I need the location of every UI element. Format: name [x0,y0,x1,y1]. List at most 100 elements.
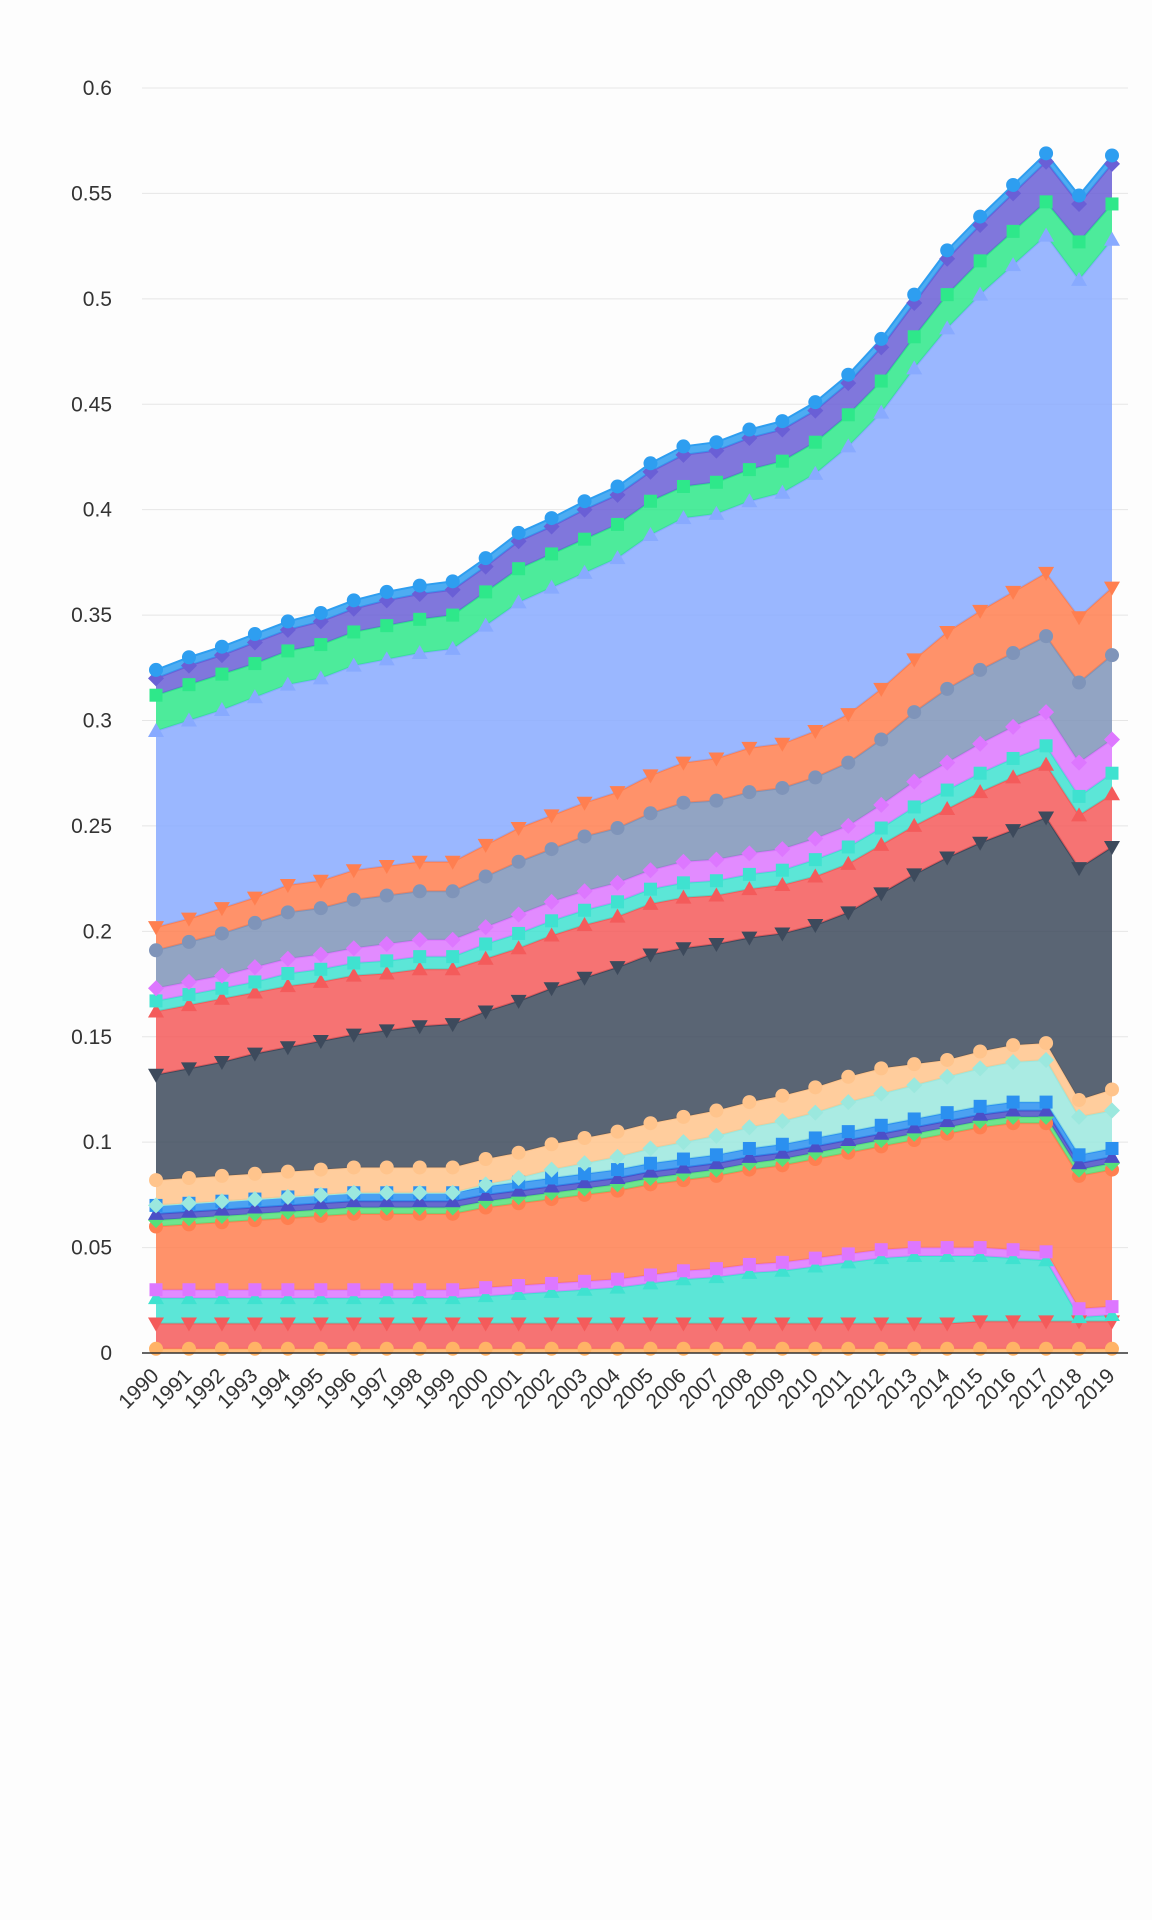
data-point [246,689,263,704]
data-point [246,891,263,906]
data-point [512,1279,526,1293]
data-point [1005,824,1022,839]
data-point [578,1274,592,1288]
series-area [156,1321,1112,1349]
data-point [676,439,691,454]
data-point [774,876,791,891]
data-point [1039,1245,1053,1259]
data-point [380,1283,394,1297]
data-point [312,946,329,963]
data-point [741,845,758,862]
data-point [279,950,296,967]
data-point [512,926,526,940]
data-point [148,1068,164,1083]
data-point [510,994,527,1009]
data-point [347,625,361,639]
data-point [279,1290,296,1305]
data-point [675,1159,692,1174]
data-point [610,1124,625,1139]
data-point [841,367,856,382]
data-point [313,1162,328,1177]
data-point [1072,1302,1086,1316]
data-point [1006,1095,1020,1109]
data-point [182,988,196,1002]
data-point [1039,1095,1053,1109]
data-point [642,769,659,784]
data-point [774,927,791,942]
data-point [1039,1036,1054,1051]
data-point [543,579,560,594]
series-area [156,235,1112,928]
data-point [346,1160,361,1175]
data-point [1038,1315,1055,1330]
data-point [873,836,890,851]
data-point [479,937,493,951]
data-point [379,584,394,599]
series-area [156,1110,1112,1221]
data-point [478,869,493,884]
data-point [642,895,659,910]
data-point [873,1085,890,1102]
data-point [1105,648,1119,663]
data-point [577,829,592,844]
data-point [774,1113,791,1130]
data-point [180,1290,197,1305]
data-point [543,893,560,910]
data-point [544,842,559,857]
data-point [180,912,197,927]
data-point [1005,718,1022,735]
data-point [1072,675,1087,690]
data-point [576,1281,593,1296]
data-point [708,1269,725,1284]
data-point [807,465,824,480]
data-point [1104,1148,1120,1163]
data-point [181,934,196,949]
data-point [411,1317,428,1332]
data-point [675,1317,692,1332]
data-point [1006,1243,1020,1257]
data-point [973,1044,988,1059]
data-point [676,795,691,810]
data-point [215,981,229,995]
data-point [281,967,295,980]
data-point [180,712,197,727]
data-point [775,1088,790,1103]
data-point [973,1099,987,1113]
data-point [576,796,593,811]
data-point [1072,789,1086,803]
data-point [741,741,758,756]
data-point [181,650,196,665]
data-point [213,902,230,917]
data-point [545,1171,559,1185]
data-point [247,627,262,642]
data-point [313,901,328,916]
data-point [479,585,493,599]
data-point [1104,1307,1120,1322]
data-point [314,962,328,976]
data-point [807,868,824,883]
data-point [676,1264,690,1278]
data-point [510,906,527,923]
data-point [676,876,690,890]
data-point [675,1134,692,1151]
data-point [1105,766,1119,780]
data-point [709,793,724,808]
data-point [181,1171,196,1186]
data-point [972,784,989,799]
data-point [1105,1300,1119,1314]
data-point [642,948,659,963]
data-point [543,809,560,824]
data-point [312,973,329,988]
data-point [510,1170,527,1187]
data-point [906,1077,923,1094]
data-point [807,1104,824,1121]
data-point [808,1131,822,1145]
data-point [1038,1051,1055,1068]
data-point [775,780,790,795]
data-point [874,732,889,747]
data-point [477,1186,494,1201]
data-point [477,1005,494,1020]
data-point [907,287,922,302]
